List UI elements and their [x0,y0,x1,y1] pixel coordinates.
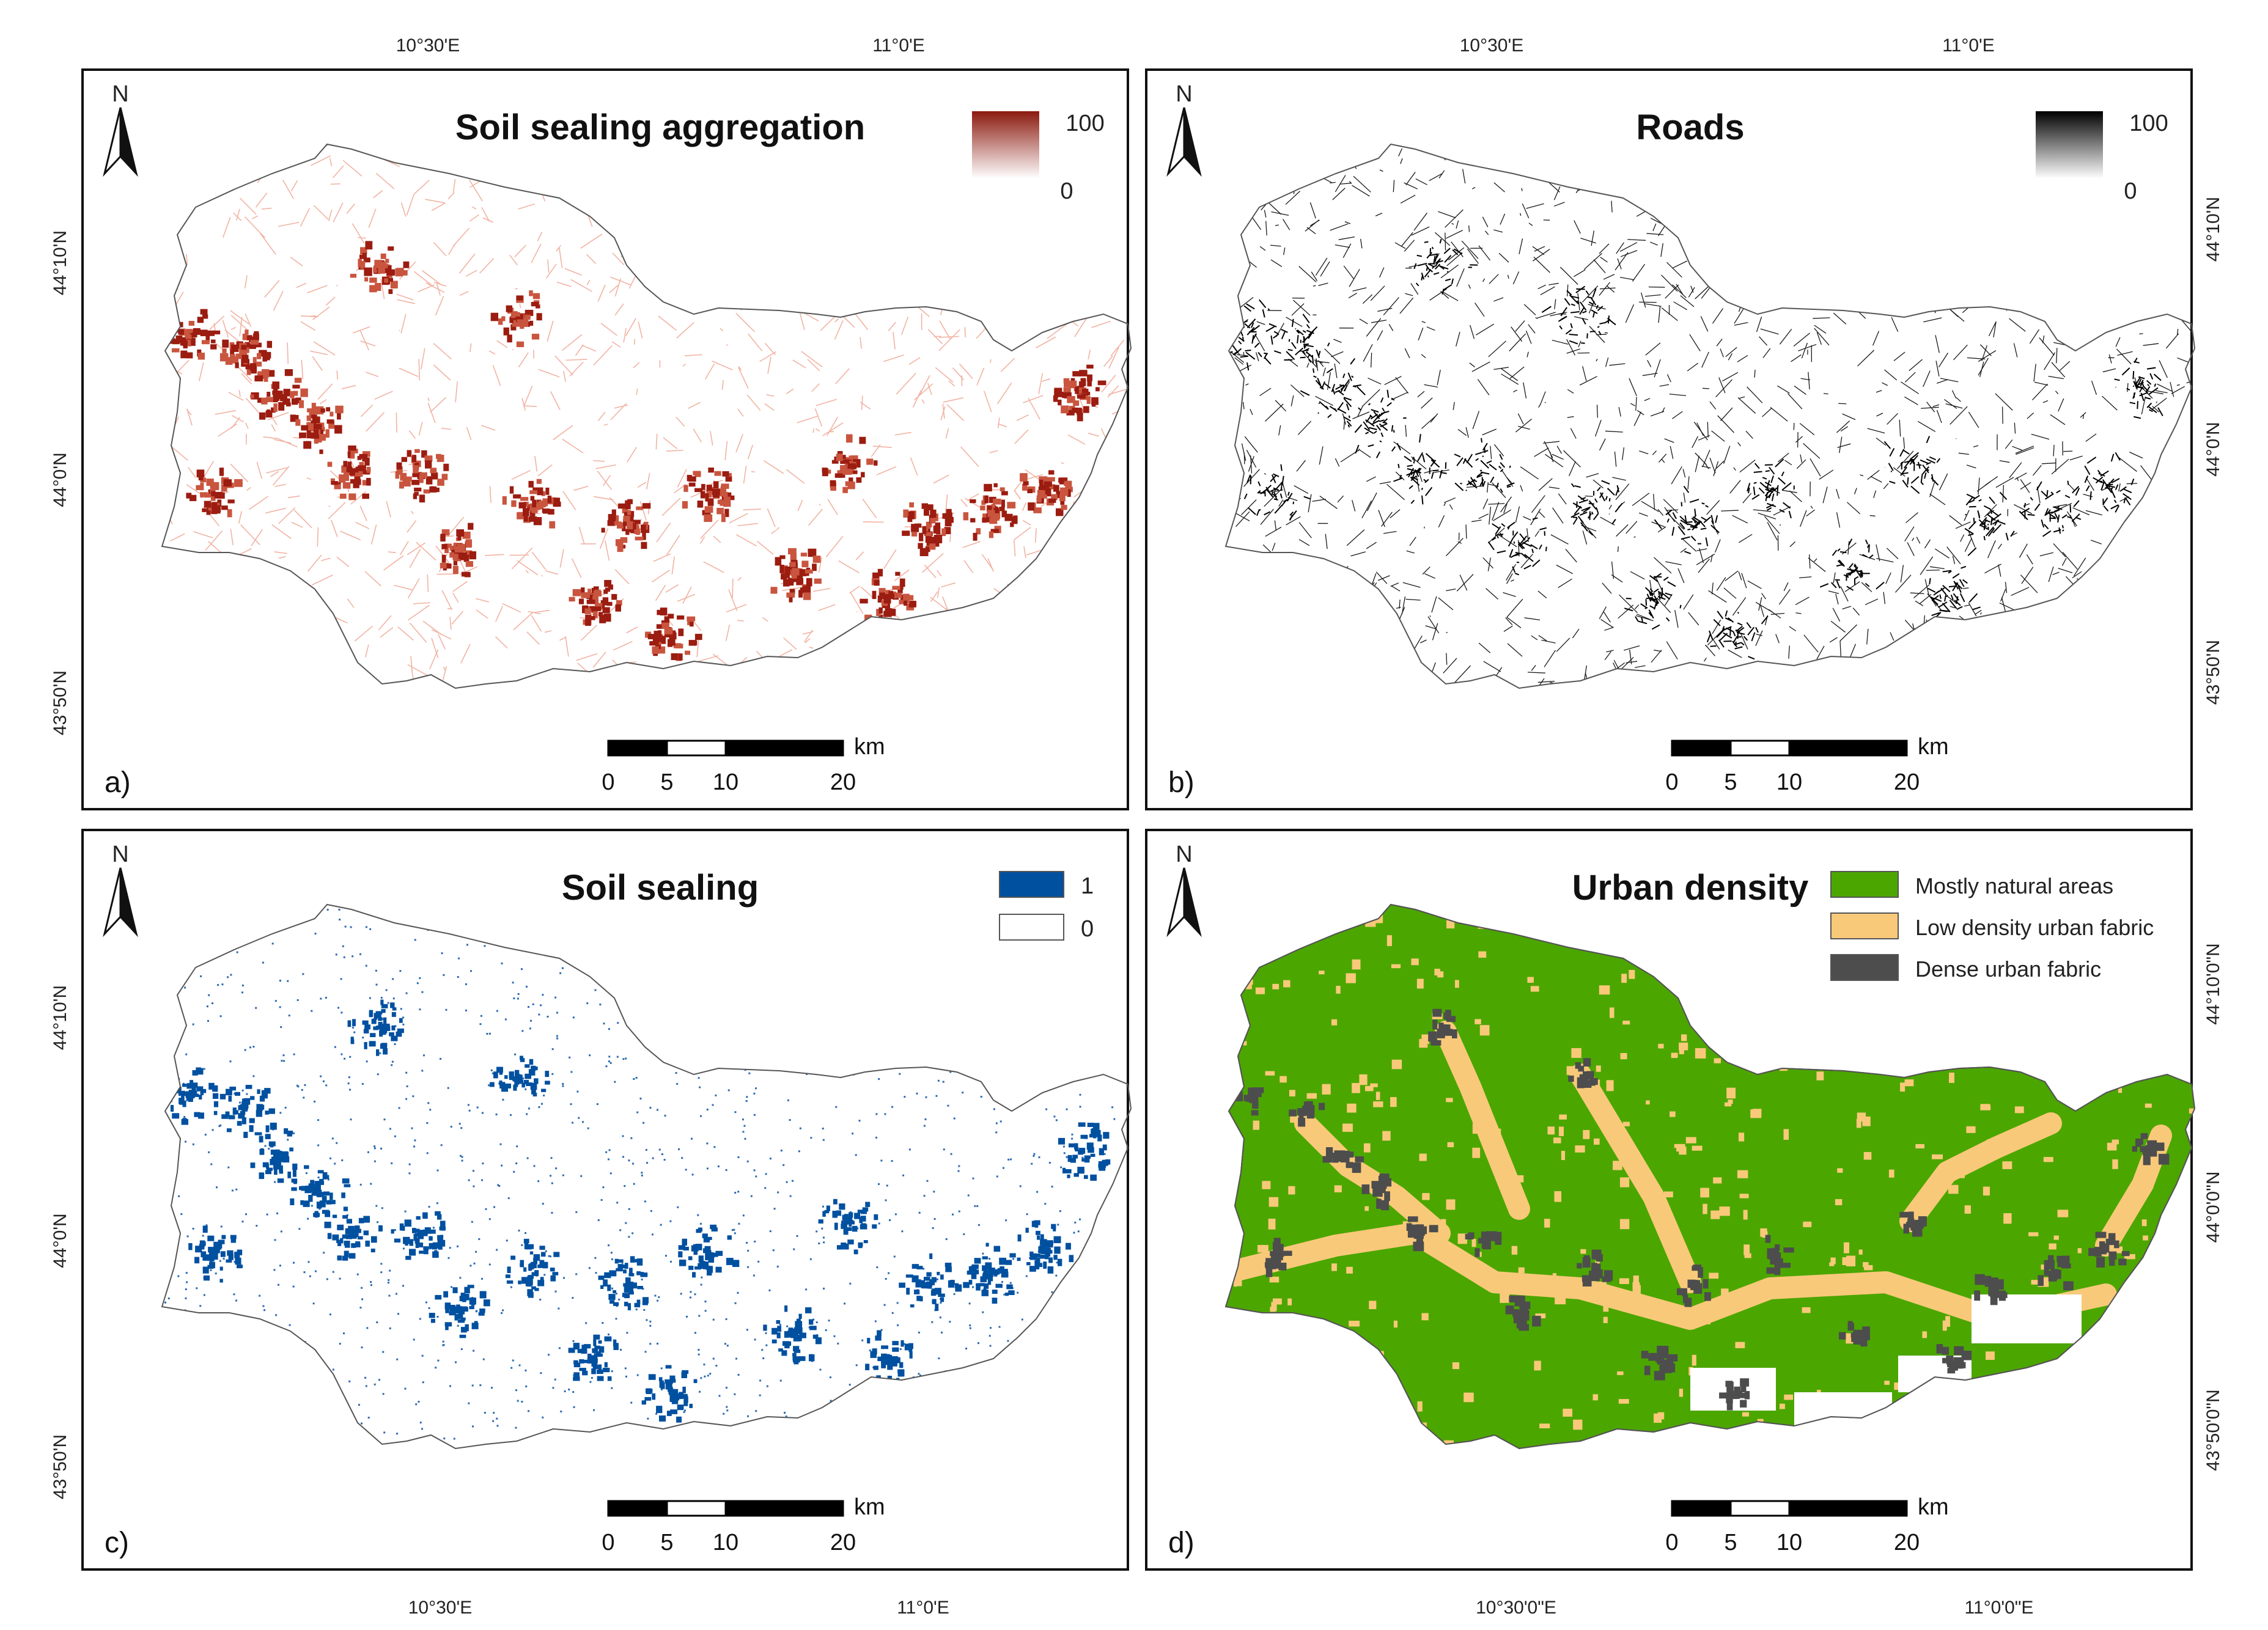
legend-max-label: 100 [1066,111,1104,136]
lon-label-top-b1: 10°30'E [1460,35,1523,56]
panel-title: Soil sealing aggregation [455,108,865,147]
scale-bar-unit: km [1918,734,1949,760]
scale-bar-tick: 0 [602,769,614,795]
lat-label-c-4400: 44°0'N [50,1213,70,1268]
panel-letter-label: c) [105,1527,129,1559]
north-arrow-label: N [1176,81,1192,107]
lon-label-bottom-c1: 10°30'E [408,1598,472,1618]
panel-letter-label: d) [1168,1527,1195,1559]
map-panel-b: N Roads 100 0 b) km 0 5 10 20 [1146,70,2210,809]
lat-label-b-4410: 44°10'N [2203,197,2223,262]
legend-gradient-bar [972,111,1039,178]
legend-item-label: Dense urban fabric [1915,956,2101,982]
panel-frame [83,830,1128,1569]
legend-gradient-bar [2036,111,2103,178]
lon-label-top-a1: 10°30'E [396,35,460,56]
scale-bar-tick: 0 [1665,769,1678,795]
legend-swatch [1000,914,1064,940]
legend-swatch [1831,955,1898,980]
panel-title: Roads [1636,108,1744,147]
lat-label-c-4410: 44°10'N [50,985,70,1050]
lon-label-bottom-d1: 10°30'0"E [1476,1598,1556,1618]
lon-label-bottom-d2: 11°0'0"E [1965,1598,2034,1618]
lat-label-b-4350: 43°50'N [2203,640,2223,705]
lat-label-d-4410: 44°10'0"N [2203,943,2223,1024]
scale-bar-tick: 20 [830,1530,856,1555]
lon-label-bottom-c2: 11°0'E [897,1598,949,1618]
north-arrow-label: N [112,842,128,867]
scale-bar-unit: km [1918,1494,1949,1520]
scale-bar-tick: 5 [1724,769,1737,795]
scale-bar-tick: 20 [1894,1530,1920,1555]
lat-label-a-4400: 44°0'N [50,452,70,507]
north-arrow-label: N [1176,842,1192,867]
panel-frame [1146,70,2192,809]
panel-frame [83,70,1128,809]
lat-label-d-4350: 43°50'0"N [2203,1389,2223,1470]
lat-label-c-4350: 43°50'N [50,1434,70,1499]
legend-swatch [1831,913,1898,939]
lat-label-b-4400: 44°0'N [2203,422,2223,476]
panel-title: Urban density [1572,868,1809,908]
scale-bar-tick: 0 [602,1530,614,1555]
scale-bar-tick: 5 [660,769,673,795]
panel-title: Soil sealing [562,868,759,908]
lon-label-top-a2: 11°0'E [872,35,925,56]
scale-bar-tick: 20 [830,769,856,795]
lat-label-a-4350: 43°50'N [50,670,70,735]
scale-bar-tick: 10 [713,769,738,795]
legend-min-label: 0 [2124,178,2137,204]
scale-bar-tick: 10 [1776,1530,1802,1555]
scale-bar-unit: km [854,1494,885,1520]
legend-min-label: 0 [1060,178,1073,204]
scale-bar-tick: 0 [1665,1530,1678,1555]
scale-bar-tick: 5 [1724,1530,1737,1555]
legend-item-label: 1 [1081,873,1094,899]
legend-item-label: Mostly natural areas [1915,873,2113,898]
legend-item-label: 0 [1081,916,1094,942]
lon-label-top-b2: 11°0'E [1942,35,1995,56]
map-panel-a: N Soil sealing aggregation 100 0 a) km 0 5 10 20 [83,70,1151,809]
legend-swatch [1831,872,1898,897]
legend-max-label: 100 [2129,111,2168,136]
scale-bar-tick: 10 [1776,769,1802,795]
lat-label-a-4410: 44°10'N [50,230,70,295]
scale-bar-tick: 10 [713,1530,738,1555]
scale-bar-tick: 20 [1894,769,1920,795]
scale-bar-tick: 5 [660,1530,673,1555]
lat-label-d-4400: 44°0'0"N [2203,1172,2223,1243]
legend-item-label: Low density urban fabric [1915,915,2154,940]
scale-bar-unit: km [854,734,885,760]
north-arrow-label: N [112,81,128,107]
panel-letter-label: a) [105,766,131,799]
panel-letter-label: b) [1168,766,1195,799]
legend-swatch [1000,872,1064,897]
map-panel-d: N Urban density Mostly natural areas Low de… [1146,830,2206,1569]
